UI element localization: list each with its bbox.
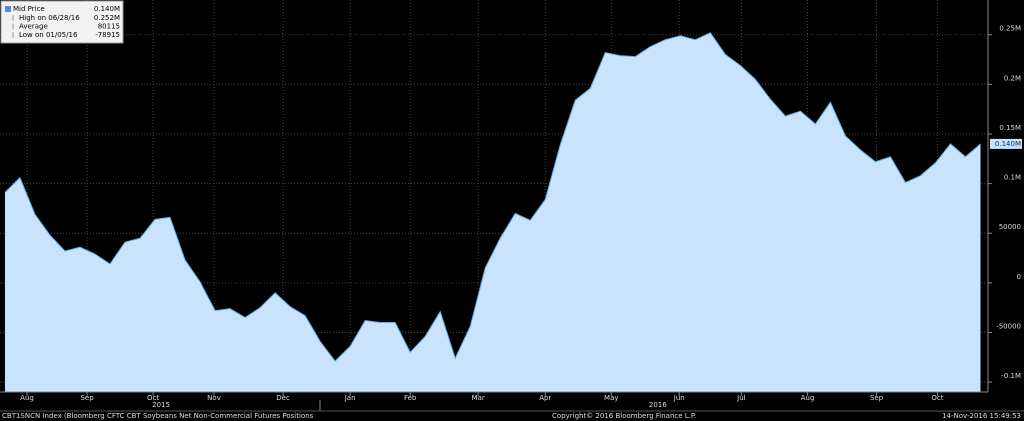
- legend-value: -78915: [95, 31, 120, 39]
- x-tick-label: Feb: [404, 394, 417, 402]
- legend: Mid Price 0.140M High on 06/28/16 0.252M Ave…: [12, 5, 120, 39]
- last-value-box: [990, 138, 1022, 149]
- x-tick-label: Dec: [276, 394, 290, 402]
- x-tick-label: Jun: [673, 394, 685, 402]
- y-tick-label: -0.1M: [1001, 372, 1021, 380]
- legend-label: Low on 01/05/16: [19, 31, 78, 39]
- plot: [0, 0, 988, 393]
- x-tick-label: Sep: [870, 394, 884, 402]
- x-tick-label: Oct: [931, 394, 943, 402]
- y-tick-label: -50000: [996, 322, 1021, 330]
- x-tick-label: Aug: [801, 394, 815, 402]
- x-tick-label: Nov: [207, 394, 221, 402]
- y-tick-label: 50000: [999, 223, 1021, 231]
- y-tick-label: 0.2M: [1004, 74, 1021, 82]
- line: [4, 32, 981, 362]
- footer-timestamp: 14-Nov-2016 15:49:53: [942, 412, 1021, 420]
- y-tick-label: 0.1M: [1004, 174, 1021, 182]
- year-label: 2016: [649, 401, 667, 409]
- year-label: 2015: [152, 401, 170, 409]
- x-tick-label: Oct: [147, 394, 159, 402]
- x-tick-label: Jan: [344, 394, 356, 402]
- legend-value: 80115: [98, 23, 120, 31]
- x-tick-label: Sep: [80, 394, 94, 402]
- x-tick-label: Jul: [736, 394, 746, 402]
- x-tick-label: Apr: [539, 394, 551, 402]
- legend-value: 0.140M: [94, 5, 120, 13]
- legend-swatch: [5, 6, 11, 12]
- area: [4, 32, 981, 393]
- legend-box: [0, 0, 124, 44]
- x-tick-label: Aug: [20, 394, 34, 402]
- y-tick-label: 0.15M: [999, 124, 1021, 132]
- legend-label: Average: [19, 23, 48, 31]
- footer-copyright: Copyright© 2016 Bloomberg Finance L.P.: [552, 412, 696, 420]
- y-tick-label: 0.25M: [999, 25, 1021, 33]
- x-tick-label: May: [604, 394, 618, 402]
- footer-ticker: CBT1SNCN Index (Bloomberg CFTC CBT Soybe…: [2, 412, 314, 420]
- legend-value: 0.252M: [94, 14, 120, 22]
- legend-label: High on 06/28/16: [19, 14, 80, 22]
- x-tick-label: Mar: [472, 394, 485, 402]
- last-value-label: 0.140M: [995, 140, 1021, 148]
- legend-title: Mid Price: [13, 5, 45, 13]
- y-tick-label: 0: [1017, 273, 1021, 281]
